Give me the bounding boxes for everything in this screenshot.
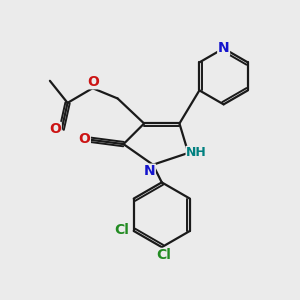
Text: O: O bbox=[87, 75, 99, 89]
Text: O: O bbox=[49, 122, 61, 136]
Text: NH: NH bbox=[186, 146, 207, 159]
Text: Cl: Cl bbox=[114, 223, 129, 236]
Text: Cl: Cl bbox=[156, 248, 171, 262]
Text: N: N bbox=[218, 41, 230, 56]
Text: N: N bbox=[144, 164, 155, 178]
Text: O: O bbox=[78, 132, 90, 146]
